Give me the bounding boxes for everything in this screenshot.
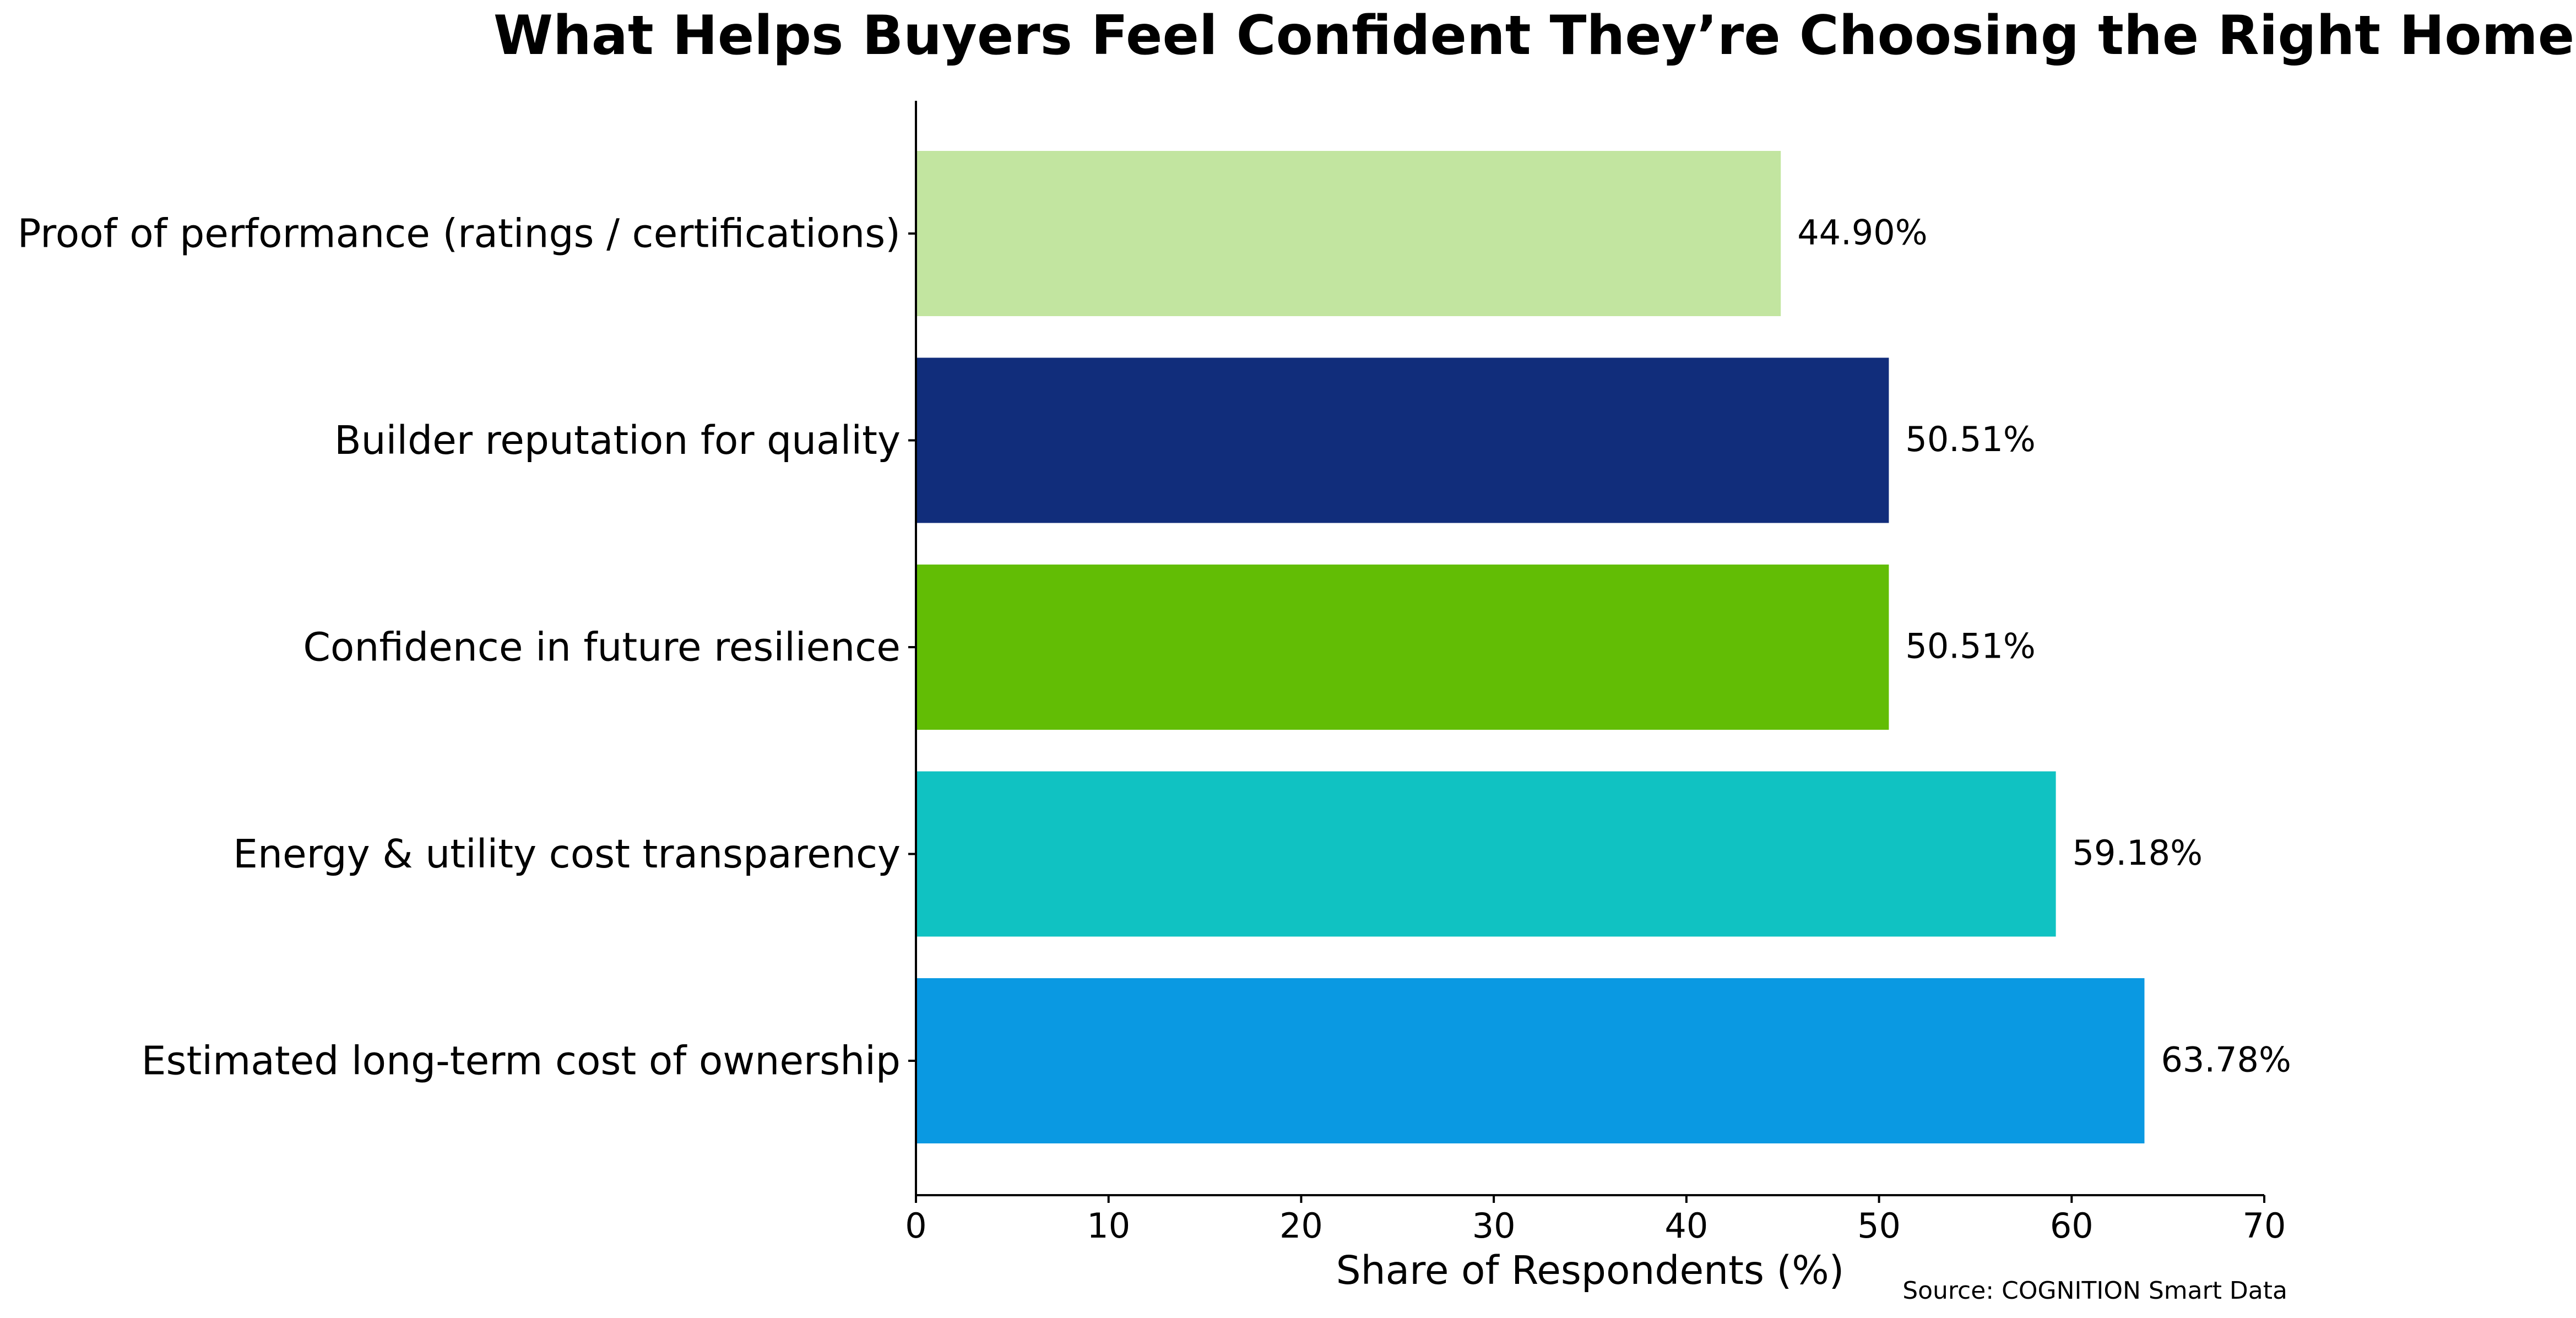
x-tick-label: 40 bbox=[1664, 1206, 1708, 1246]
category-label: Builder reputation for quality bbox=[334, 417, 901, 463]
bar bbox=[916, 978, 2145, 1143]
x-tick-label: 10 bbox=[1087, 1206, 1130, 1246]
x-tick-label: 70 bbox=[2243, 1206, 2286, 1246]
x-tick-label: 50 bbox=[1857, 1206, 1901, 1246]
x-tick-label: 0 bbox=[905, 1206, 926, 1246]
data-label: 59.18% bbox=[2073, 833, 2203, 873]
category-label: Estimated long-term cost of ownership bbox=[142, 1038, 901, 1084]
data-label: 63.78% bbox=[2161, 1040, 2291, 1080]
bar bbox=[916, 771, 2056, 937]
ticks-layer: Proof of performance (ratings / certific… bbox=[18, 211, 2286, 1246]
category-label: Energy & utility cost transparency bbox=[233, 831, 901, 877]
bar bbox=[916, 151, 1781, 316]
category-label: Confidence in future resilience bbox=[303, 625, 901, 670]
x-tick-label: 60 bbox=[2050, 1206, 2094, 1246]
bar bbox=[916, 357, 1889, 523]
source-note: Source: COGNITION Smart Data bbox=[1902, 1277, 2287, 1305]
data-label: 44.90% bbox=[1797, 213, 1927, 253]
x-tick-label: 20 bbox=[1279, 1206, 1323, 1246]
x-tick-label: 30 bbox=[1472, 1206, 1516, 1246]
bar bbox=[916, 565, 1889, 730]
data-label: 50.51% bbox=[1905, 419, 2035, 459]
bars-layer: 44.90% 50.51% 50.51% 59.18% 63.78% bbox=[916, 151, 2291, 1143]
category-label: Proof of performance (ratings / certific… bbox=[18, 211, 901, 257]
x-axis-title: Share of Respondents (%) bbox=[1336, 1248, 1845, 1293]
data-label: 50.51% bbox=[1905, 626, 2035, 666]
chart-title: What Helps Buyers Feel Confident They’re… bbox=[493, 4, 2574, 67]
